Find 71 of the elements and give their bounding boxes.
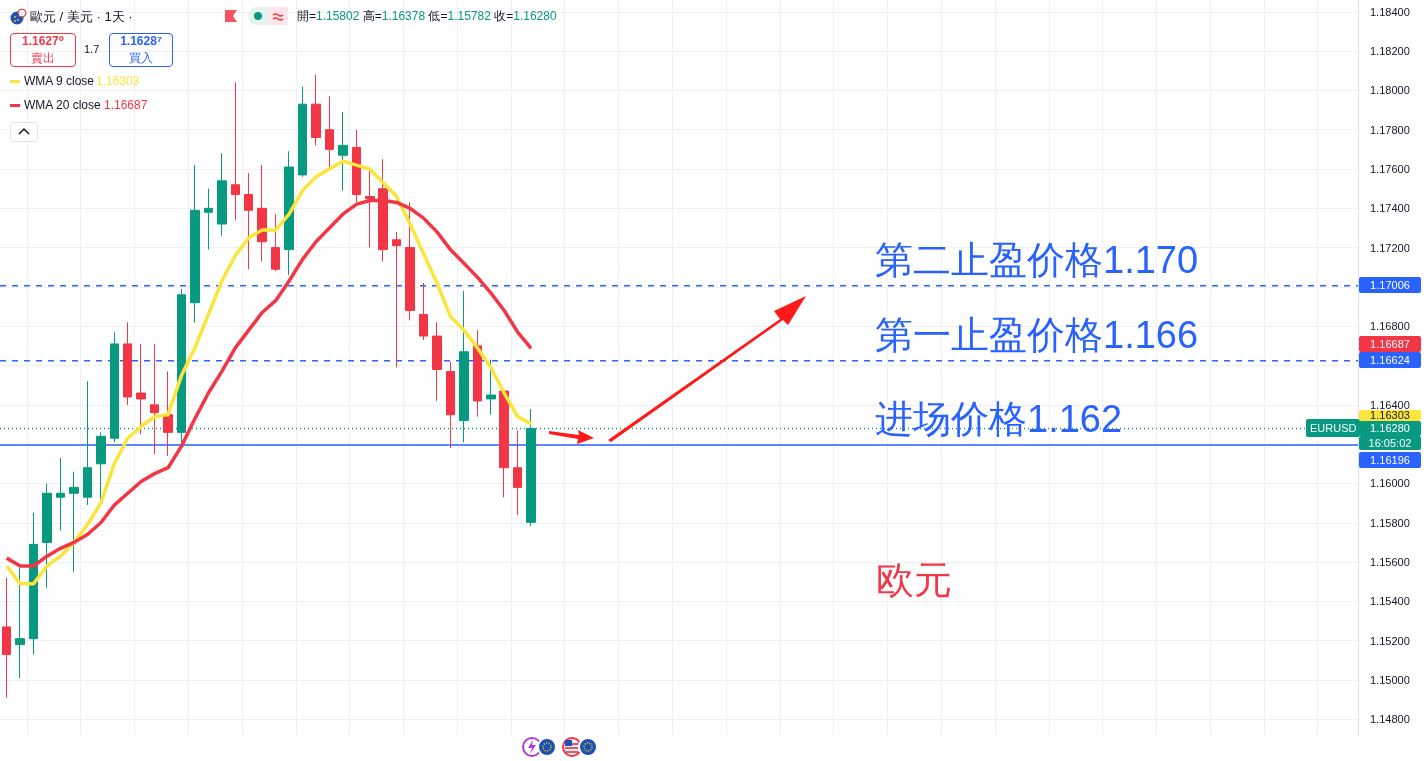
candlestick xyxy=(231,82,240,221)
candlestick xyxy=(486,359,496,416)
y-tick-label: 1.15200 xyxy=(1370,634,1410,647)
y-tick-label: 1.16000 xyxy=(1370,477,1410,490)
y-tick-label: 1.15400 xyxy=(1370,595,1410,608)
text: 1.16303 xyxy=(1359,409,1421,422)
text: 1.17006 xyxy=(1359,276,1421,293)
annotation: EURUSD xyxy=(1306,419,1361,438)
annotation: 1.1627⁰ xyxy=(21,34,65,48)
text: 1.16687 xyxy=(1359,335,1421,352)
candlestick xyxy=(69,471,79,573)
annotation: 買入 xyxy=(128,50,154,67)
candlestick xyxy=(392,231,401,368)
candlestick xyxy=(338,111,348,192)
text: 1.16624 xyxy=(1359,351,1421,368)
candlestick xyxy=(150,343,159,455)
candlestick xyxy=(163,370,173,457)
text: 歐元 / 美元 · 1天 · xyxy=(30,8,133,26)
candlestick xyxy=(446,361,455,449)
candlestick xyxy=(190,164,200,323)
y-tick-label: 1.17600 xyxy=(1370,163,1410,176)
y-tick-label: 1.18000 xyxy=(1370,84,1410,97)
candlestick xyxy=(204,188,213,251)
candlestick xyxy=(298,85,307,178)
candlestick xyxy=(42,482,52,589)
text: 16:05:02 xyxy=(1359,436,1421,451)
candlestick xyxy=(244,172,253,270)
y-tick-label: 1.16800 xyxy=(1370,320,1410,333)
y-tick-label: 1.16400 xyxy=(1370,398,1410,411)
legend-label: WMA 20 close xyxy=(23,98,101,112)
candlestick xyxy=(325,95,334,168)
candlestick xyxy=(432,321,442,402)
text: 1.16196 xyxy=(1359,452,1421,469)
y-tick-label: 1.17200 xyxy=(1370,241,1410,254)
legend-label: WMA 9 close xyxy=(23,74,95,88)
candlestick xyxy=(29,512,38,655)
annotation: 欧元 xyxy=(876,558,952,603)
candlestick xyxy=(473,329,482,418)
y-tick-label: 1.17400 xyxy=(1370,202,1410,215)
candlestick xyxy=(419,282,428,341)
candlestick xyxy=(96,431,106,502)
ref-line-label: 第一止盈价格1.166 xyxy=(875,312,1199,357)
y-tick-label: 1.15000 xyxy=(1370,673,1410,686)
y-tick-label: 1.15800 xyxy=(1370,516,1410,529)
annotation: 1.7 xyxy=(84,43,100,55)
candlestick xyxy=(284,150,294,276)
text: 1.16280 xyxy=(1359,421,1421,437)
candlestick xyxy=(499,388,509,498)
y-tick-label: 1.15600 xyxy=(1370,556,1410,569)
annotation: 1.16303 xyxy=(96,74,140,88)
candlestick xyxy=(217,152,227,237)
candlestick xyxy=(405,201,415,321)
annotation: 1.1628⁷ xyxy=(119,34,163,48)
candlestick xyxy=(15,567,25,679)
candlestick xyxy=(257,164,267,262)
annotation: 賣出 xyxy=(30,50,56,67)
ref-line-label: 第二止盈价格1.170 xyxy=(875,237,1199,282)
candlestick xyxy=(56,457,65,532)
y-tick-label: 1.18400 xyxy=(1370,5,1410,18)
annotation: 1.16687 xyxy=(104,98,148,112)
candlestick xyxy=(2,577,11,699)
candlestick xyxy=(311,74,321,146)
candlestick xyxy=(271,213,280,272)
text: 開=1.15802 高=1.16378 低=1.15782 收=1.16280 xyxy=(297,8,557,25)
candlestick xyxy=(123,321,132,406)
ref-line-label: 进场价格1.162 xyxy=(875,396,1123,441)
candlestick xyxy=(136,343,146,435)
candlestick xyxy=(513,429,522,516)
y-tick-label: 1.18200 xyxy=(1370,45,1410,58)
y-tick-label: 1.17800 xyxy=(1370,123,1410,136)
y-tick-label: 1.14800 xyxy=(1370,713,1410,726)
